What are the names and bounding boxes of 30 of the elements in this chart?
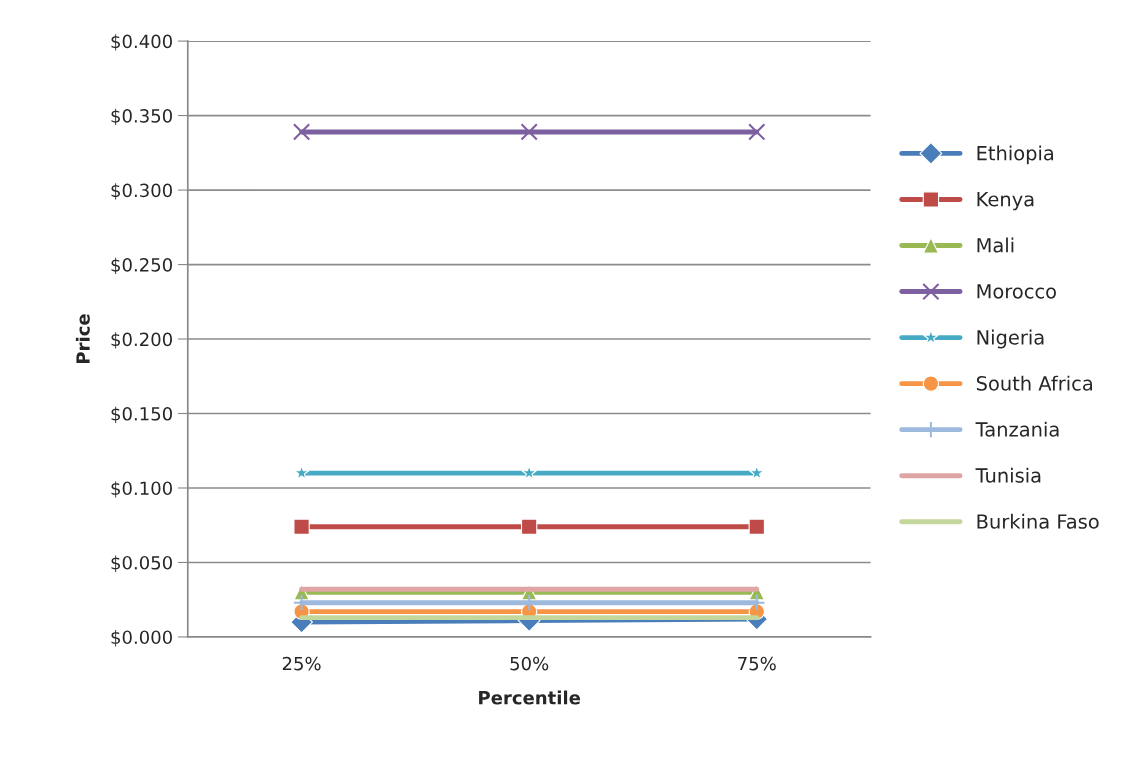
y-tick-label: $0.250 [111, 257, 172, 275]
y-tick-label: $0.100 [111, 481, 172, 498]
y-tick-label: $0.150 [111, 406, 172, 424]
legend-label: Mali [977, 237, 1014, 253]
y-tick-label: $0.000 [111, 630, 172, 647]
x-tick-label: 75% [738, 656, 776, 671]
point [292, 123, 311, 141]
legend-label: Tanzania [975, 421, 1059, 437]
legend-label: South Africa [976, 375, 1092, 391]
point [520, 123, 538, 141]
y-tick-label: $0.200 [111, 332, 172, 349]
y-tick-label: $0.350 [111, 108, 172, 126]
legend-label: Kenya [977, 192, 1034, 211]
point [520, 518, 538, 535]
y-tick-label: $0.050 [111, 555, 172, 572]
point [748, 518, 765, 535]
y-tick-label: $0.400 [111, 34, 172, 51]
point [521, 464, 537, 480]
y-axis-title: Price [75, 314, 90, 364]
y-tick-label: $0.300 [111, 183, 172, 200]
x-axis-title: Percentile [479, 690, 581, 705]
point [293, 518, 310, 535]
point [748, 123, 766, 141]
legend-label: Burkina Faso [977, 513, 1099, 529]
x-tick-label: 25% [282, 656, 321, 671]
legend-label: Morocco [977, 284, 1056, 299]
legend-label: Tunisia [975, 467, 1041, 483]
x-tick-label: 50% [510, 656, 549, 671]
legend-label: Ethiopia [977, 145, 1054, 165]
legend-label: Nigeria [977, 329, 1044, 349]
